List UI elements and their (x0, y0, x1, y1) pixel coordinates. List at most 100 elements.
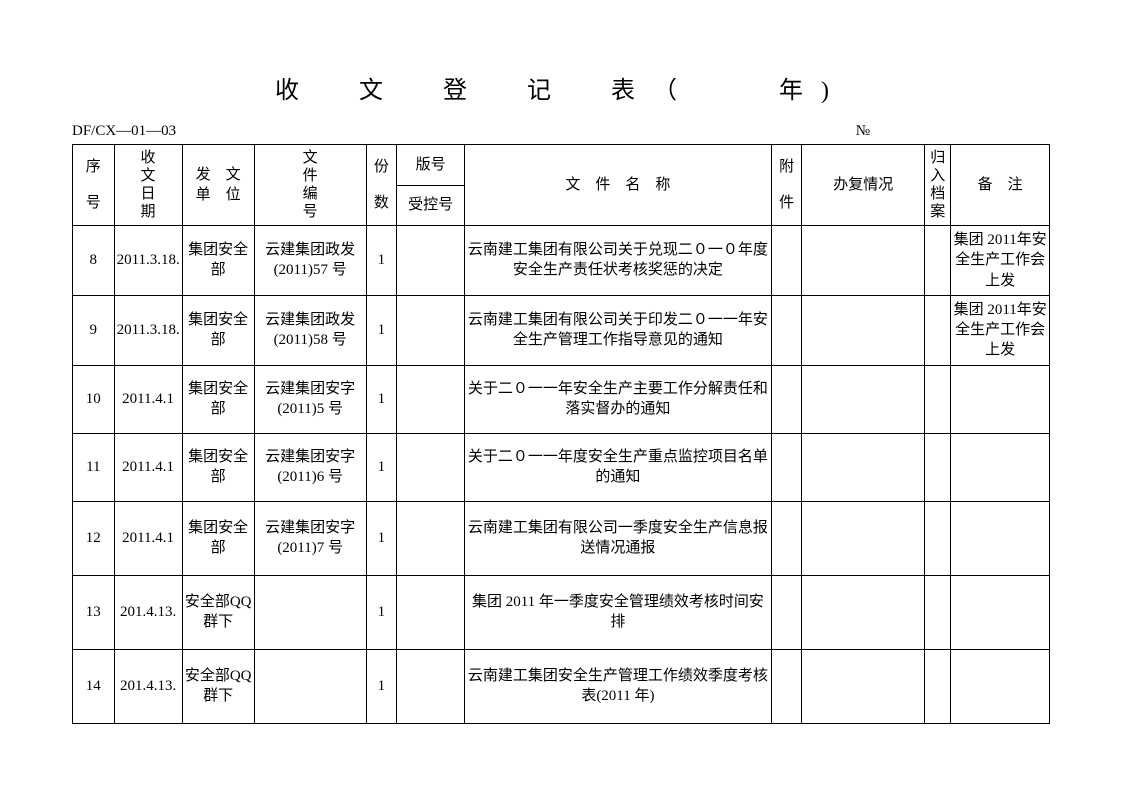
cell-archive (925, 501, 951, 575)
cell-name: 云南建工集团有限公司关于兑现二０一０年度安全生产责任状考核奖惩的决定 (465, 226, 772, 296)
cell-date: 2011.3.18. (114, 295, 182, 365)
meta-row: DF/CX—01—03 № (72, 123, 1050, 144)
cell-remark (951, 575, 1050, 649)
cell-unit: 集团安全部 (182, 501, 254, 575)
header-copies: 份 数 (366, 145, 397, 226)
cell-archive (925, 433, 951, 501)
cell-archive (925, 575, 951, 649)
table-body: 8 2011.3.18. 集团安全部 云建集团政发(2011)57 号 1 云南… (73, 226, 1050, 724)
cell-seq: 8 (73, 226, 115, 296)
table-row: 14 201.4.13. 安全部QQ 群下 1 云南建工集团安全生产管理工作绩效… (73, 649, 1050, 723)
cell-attach (771, 295, 802, 365)
number-mark: № (856, 123, 1050, 140)
cell-seq: 12 (73, 501, 115, 575)
cell-copies: 1 (366, 295, 397, 365)
cell-name: 关于二０一一年安全生产主要工作分解责任和落实督办的通知 (465, 365, 772, 433)
cell-copies: 1 (366, 501, 397, 575)
cell-reply (802, 433, 925, 501)
cell-version (397, 575, 465, 649)
header-ctrlnum: 受控号 (397, 185, 465, 226)
cell-name: 集团 2011 年一季度安全管理绩效考核时间安排 (465, 575, 772, 649)
cell-seq: 11 (73, 433, 115, 501)
cell-copies: 1 (366, 649, 397, 723)
page-title: 收 文 登 记 表（ 年) (72, 70, 1050, 105)
cell-archive (925, 226, 951, 296)
cell-unit: 安全部QQ 群下 (182, 649, 254, 723)
cell-date: 201.4.13. (114, 649, 182, 723)
table-row: 11 2011.4.1 集团安全部 云建集团安字(2011)6 号 1 关于二０… (73, 433, 1050, 501)
cell-date: 2011.4.1 (114, 501, 182, 575)
table-row: 8 2011.3.18. 集团安全部 云建集团政发(2011)57 号 1 云南… (73, 226, 1050, 296)
cell-date: 201.4.13. (114, 575, 182, 649)
header-seq: 序 号 (73, 145, 115, 226)
cell-name: 关于二０一一年度安全生产重点监控项目名单的通知 (465, 433, 772, 501)
cell-reply (802, 649, 925, 723)
cell-docnum: 云建集团政发(2011)58 号 (254, 295, 366, 365)
cell-attach (771, 433, 802, 501)
cell-archive (925, 649, 951, 723)
cell-attach (771, 226, 802, 296)
table-row: 10 2011.4.1 集团安全部 云建集团安字(2011)5 号 1 关于二０… (73, 365, 1050, 433)
cell-copies: 1 (366, 433, 397, 501)
cell-copies: 1 (366, 226, 397, 296)
cell-remark (951, 649, 1050, 723)
cell-unit: 集团安全部 (182, 295, 254, 365)
cell-name: 云南建工集团有限公司关于印发二０一一年安全生产管理工作指导意见的通知 (465, 295, 772, 365)
cell-archive (925, 295, 951, 365)
cell-attach (771, 575, 802, 649)
cell-seq: 14 (73, 649, 115, 723)
cell-version (397, 365, 465, 433)
cell-seq: 9 (73, 295, 115, 365)
cell-copies: 1 (366, 575, 397, 649)
cell-docnum: 云建集团安字(2011)5 号 (254, 365, 366, 433)
header-name: 文 件 名 称 (465, 145, 772, 226)
register-table: 序 号 收 文 日 期 发 文 单 位 文 件 编 (72, 144, 1050, 724)
cell-unit: 集团安全部 (182, 226, 254, 296)
cell-version (397, 649, 465, 723)
cell-unit: 安全部QQ 群下 (182, 575, 254, 649)
table-row: 12 2011.4.1 集团安全部 云建集团安字(2011)7 号 1 云南建工… (73, 501, 1050, 575)
cell-docnum: 云建集团安字(2011)6 号 (254, 433, 366, 501)
cell-seq: 10 (73, 365, 115, 433)
cell-reply (802, 501, 925, 575)
cell-remark (951, 433, 1050, 501)
cell-remark (951, 501, 1050, 575)
cell-copies: 1 (366, 365, 397, 433)
cell-name: 云南建工集团有限公司一季度安全生产信息报送情况通报 (465, 501, 772, 575)
table-row: 9 2011.3.18. 集团安全部 云建集团政发(2011)58 号 1 云南… (73, 295, 1050, 365)
cell-remark: 集团 2011年安全生产工作会上发 (951, 226, 1050, 296)
cell-version (397, 433, 465, 501)
cell-docnum: 云建集团政发(2011)57 号 (254, 226, 366, 296)
cell-version (397, 295, 465, 365)
header-docnum: 文 件 编 号 (254, 145, 366, 226)
table-header: 序 号 收 文 日 期 发 文 单 位 文 件 编 (73, 145, 1050, 226)
cell-remark (951, 365, 1050, 433)
table-row: 13 201.4.13. 安全部QQ 群下 1 集团 2011 年一季度安全管理… (73, 575, 1050, 649)
cell-version (397, 226, 465, 296)
cell-seq: 13 (73, 575, 115, 649)
cell-docnum (254, 649, 366, 723)
cell-docnum (254, 575, 366, 649)
cell-attach (771, 365, 802, 433)
cell-reply (802, 365, 925, 433)
cell-date: 2011.4.1 (114, 433, 182, 501)
header-date: 收 文 日 期 (114, 145, 182, 226)
header-reply: 办复情况 (802, 145, 925, 226)
cell-date: 2011.3.18. (114, 226, 182, 296)
cell-reply (802, 575, 925, 649)
header-unit: 发 文 单 位 (182, 145, 254, 226)
cell-archive (925, 365, 951, 433)
cell-attach (771, 501, 802, 575)
cell-unit: 集团安全部 (182, 365, 254, 433)
cell-name: 云南建工集团安全生产管理工作绩效季度考核表(2011 年) (465, 649, 772, 723)
cell-reply (802, 226, 925, 296)
cell-version (397, 501, 465, 575)
header-attach: 附 件 (771, 145, 802, 226)
cell-date: 2011.4.1 (114, 365, 182, 433)
cell-unit: 集团安全部 (182, 433, 254, 501)
header-remark: 备 注 (951, 145, 1050, 226)
header-version: 版号 (397, 145, 465, 186)
cell-reply (802, 295, 925, 365)
header-archive: 归 入 档 案 (925, 145, 951, 226)
doc-code: DF/CX—01—03 (72, 123, 176, 140)
